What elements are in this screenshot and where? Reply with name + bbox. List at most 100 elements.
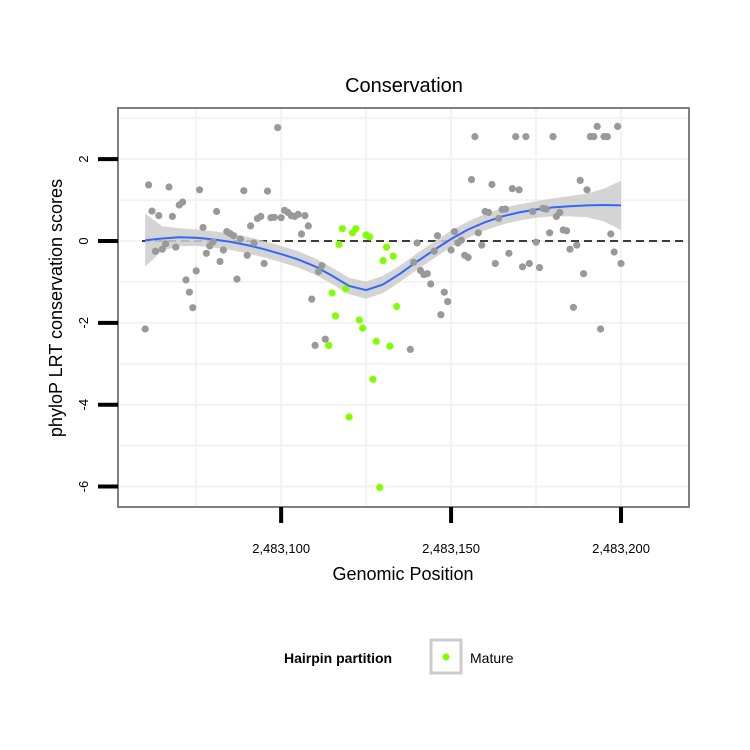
y-tick-label: -6	[76, 481, 91, 493]
other-point	[566, 245, 574, 253]
other-point	[192, 267, 200, 275]
other-point	[495, 214, 503, 223]
other-point	[318, 262, 326, 270]
other-point	[294, 210, 302, 218]
other-point	[196, 186, 204, 194]
other-point	[532, 238, 540, 246]
other-point	[413, 239, 421, 247]
other-point	[512, 133, 520, 141]
other-point	[444, 298, 452, 306]
other-point	[474, 229, 482, 237]
other-point	[297, 230, 306, 238]
other-point	[168, 212, 176, 220]
other-point	[593, 122, 601, 130]
other-point	[478, 241, 486, 249]
y-axis-label: phyloP LRT conservation scores	[46, 179, 66, 437]
other-point	[522, 133, 530, 141]
other-point	[151, 247, 159, 255]
other-point	[597, 325, 605, 333]
plot-panel	[117, 107, 690, 508]
other-point	[277, 214, 285, 222]
other-point	[406, 345, 414, 353]
other-point	[467, 176, 476, 184]
mature-point	[379, 257, 387, 265]
x-tick-label: 2,483,100	[252, 541, 310, 556]
mature-point	[355, 316, 363, 324]
other-point	[209, 238, 217, 246]
mature-point	[369, 375, 377, 383]
other-point	[515, 186, 523, 194]
other-point	[148, 207, 156, 215]
other-point	[270, 213, 278, 221]
other-point	[549, 133, 557, 141]
mature-point	[359, 324, 367, 332]
other-point	[590, 133, 598, 141]
other-point	[447, 246, 455, 254]
other-point	[580, 270, 588, 278]
other-point	[145, 181, 153, 189]
other-point	[437, 311, 445, 319]
other-point	[464, 253, 472, 261]
legend: Hairpin partition Mature	[284, 638, 514, 675]
other-point	[263, 187, 272, 195]
other-point	[457, 236, 465, 244]
y-axis: -6 -4 -2 0 2	[76, 156, 118, 493]
other-point	[450, 228, 459, 236]
chart-title: Conservation	[345, 75, 463, 97]
other-point	[583, 186, 591, 194]
x-tick-label: 2,483,200	[592, 541, 650, 556]
other-point	[607, 230, 615, 238]
other-point	[250, 239, 258, 247]
other-point	[529, 207, 537, 216]
other-point	[556, 208, 564, 216]
mature-point	[382, 243, 391, 251]
other-point	[247, 222, 255, 230]
other-point	[158, 245, 166, 253]
other-point	[569, 303, 578, 311]
other-point	[155, 212, 163, 220]
other-point	[301, 212, 309, 220]
other-point	[614, 122, 622, 130]
other-point	[491, 259, 499, 268]
mature-point	[338, 225, 346, 233]
other-point	[213, 207, 221, 216]
other-point	[433, 232, 442, 240]
x-tick-label: 2,483,150	[422, 541, 480, 556]
mature-point	[365, 233, 374, 241]
other-point	[243, 251, 251, 259]
other-point	[573, 241, 581, 249]
mature-point	[389, 252, 397, 260]
mature-point	[328, 289, 336, 297]
data-points	[141, 122, 625, 491]
other-point	[525, 259, 533, 268]
other-point	[535, 264, 544, 272]
other-point	[484, 208, 493, 216]
other-point	[542, 205, 550, 213]
mature-point	[335, 240, 343, 248]
other-point	[410, 258, 418, 266]
other-point	[508, 185, 516, 193]
other-point	[423, 270, 431, 278]
other-point	[308, 295, 316, 303]
other-point	[576, 176, 584, 184]
other-point	[216, 257, 224, 266]
other-point	[182, 276, 190, 284]
y-tick-label: 0	[76, 237, 91, 244]
other-point	[257, 212, 265, 220]
other-point	[311, 341, 319, 349]
other-point	[172, 243, 180, 251]
other-point	[488, 180, 496, 189]
other-point	[321, 335, 329, 343]
other-point	[179, 198, 187, 206]
other-point	[199, 223, 207, 232]
mature-point	[331, 312, 340, 320]
legend-mature-swatch	[442, 653, 450, 661]
other-point	[274, 124, 282, 132]
other-point	[314, 268, 323, 276]
panel-background	[118, 108, 689, 507]
other-point	[518, 263, 527, 271]
other-point	[471, 133, 479, 141]
other-point	[304, 222, 312, 230]
other-point	[563, 227, 571, 235]
